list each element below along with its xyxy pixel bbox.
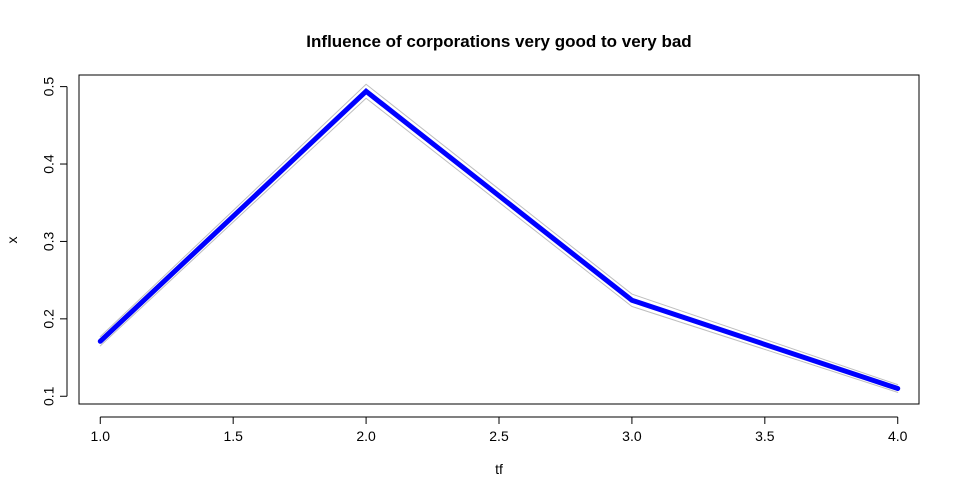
x-tick-label: 2.0 xyxy=(356,428,376,444)
series-layer xyxy=(97,83,901,393)
series-line-upper-bound xyxy=(99,83,899,386)
y-tick-label: 0.4 xyxy=(41,154,57,174)
plot-area xyxy=(78,74,920,405)
y-tick-label: 0.2 xyxy=(41,309,57,329)
x-tick-label: 2.5 xyxy=(489,428,509,444)
x-axis: 1.0 1.5 2.0 2.5 3.0 3.5 4.0 xyxy=(91,416,908,444)
chart-title: Influence of corporations very good to v… xyxy=(306,32,691,51)
series-line-estimate xyxy=(97,87,901,392)
y-axis: 0.1 0.2 0.3 0.4 0.5 xyxy=(41,77,68,406)
y-tick-label: 0.1 xyxy=(41,386,57,406)
x-tick-label: 4.0 xyxy=(888,428,908,444)
series-line-lower-bound xyxy=(99,97,899,393)
y-axis-label: x xyxy=(4,237,20,244)
x-axis-label: tf xyxy=(495,461,503,477)
x-tick-label: 3.0 xyxy=(622,428,642,444)
y-tick-label: 0.3 xyxy=(41,231,57,251)
x-tick-label: 1.0 xyxy=(91,428,111,444)
x-tick-label: 3.5 xyxy=(755,428,775,444)
y-tick-label: 0.5 xyxy=(41,77,57,97)
x-tick-label: 1.5 xyxy=(223,428,243,444)
